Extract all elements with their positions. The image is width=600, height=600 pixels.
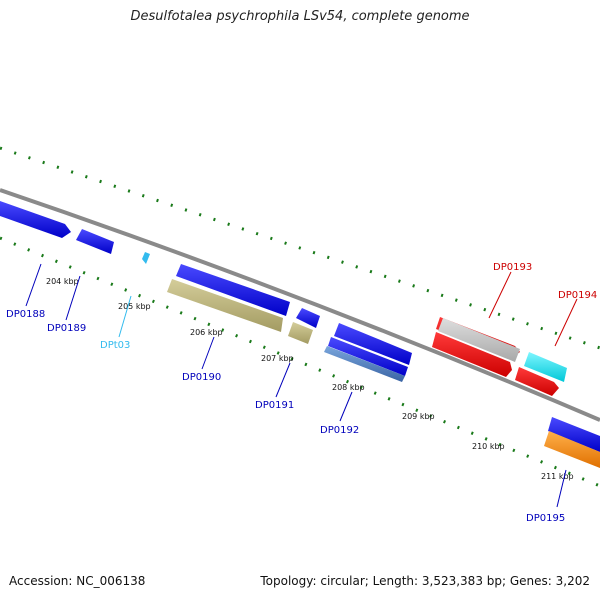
gene-arrow [432,332,512,377]
gene-label-dpt03: DPt03 [100,340,130,351]
gene-leader-line [488,271,512,319]
genome-summary-text: Topology: circular; Length: 3,523,383 bp… [260,574,590,588]
gene-leader-line [25,263,42,307]
outer-ruler [0,146,600,350]
trna-marker [142,252,150,264]
gene-arrow [0,201,71,238]
tick-label: 208 kbp [332,383,365,392]
gene-arrow [328,337,408,376]
gene-arrow [515,367,559,396]
gene-arrow [544,431,600,468]
genome-backbone [0,188,600,422]
gene-label-dp0188: DP0188 [6,309,45,320]
tick-label: 210 kbp [472,442,505,451]
gene-leader-line [554,298,578,347]
gene-arrow [296,308,320,328]
map-title: Desulfotalea psychrophila LSv54, complet… [130,9,470,24]
gene-arrow [334,323,412,365]
gene-arrow [167,279,283,332]
gene-label-dp0195: DP0195 [526,513,565,524]
gene-label-dp0193: DP0193 [493,262,532,273]
gene-leader-line [65,275,81,321]
gene-arrow [288,322,313,344]
gene-arrow [176,264,290,316]
tick-label: 207 kbp [261,354,294,363]
inner-ruler [0,236,600,488]
gene-label-dp0194: DP0194 [558,290,597,301]
gene-leader-line [339,391,353,422]
gene-arrow [76,229,114,254]
tick-label: 209 kbp [402,412,435,421]
gene-leader-line [556,469,567,508]
tick-label: 204 kbp [46,277,79,286]
tick-label: 205 kbp [118,302,151,311]
gene-arrow [524,352,567,382]
gene-arrow [548,417,600,452]
gene-leader-line [118,295,132,338]
gene-label-dp0192: DP0192 [320,425,359,436]
gene-leader-line [201,336,215,370]
tick-label: 211 kbp [541,472,574,481]
gene-label-dp0191: DP0191 [255,400,294,411]
gene-arrow [324,346,405,382]
gene-label-dp0189: DP0189 [47,323,86,334]
accession-text: Accession: NC_006138 [9,574,146,588]
tick-label: 206 kbp [190,328,223,337]
gene-label-dp0190: DP0190 [182,372,221,383]
gene-arrow [438,318,520,362]
gene-leader-line [275,362,291,398]
